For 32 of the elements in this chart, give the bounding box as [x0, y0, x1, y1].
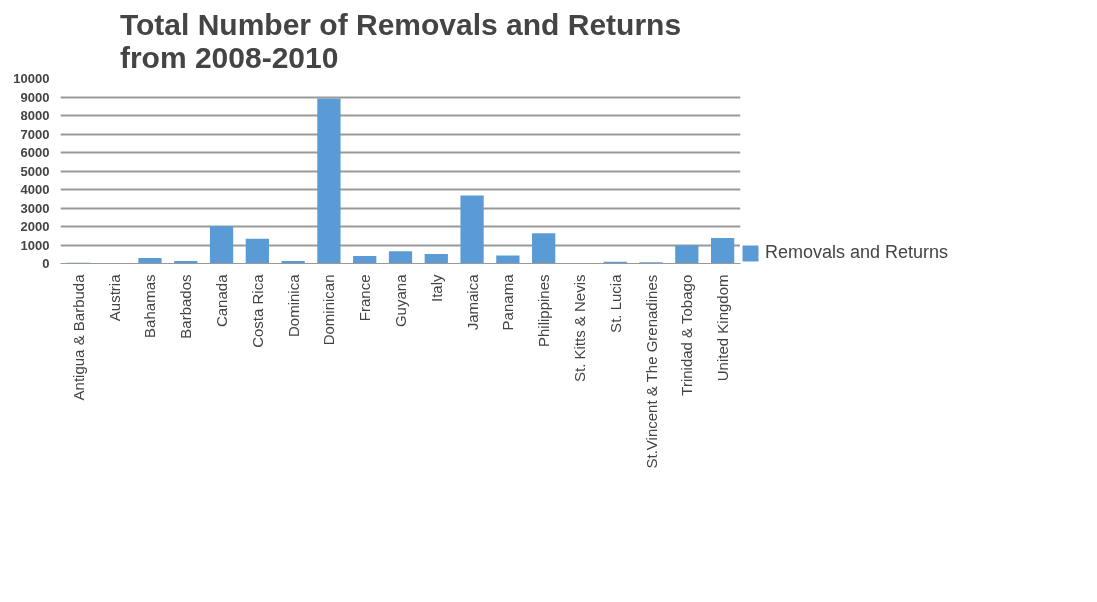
y-tick-label: 3000	[20, 200, 50, 216]
x-tick-label: France	[356, 274, 374, 322]
x-tick-label: Dominican	[320, 274, 338, 346]
x-tick-label: United Kingdom	[714, 274, 732, 382]
legend-label: Removals and Returns	[765, 242, 949, 263]
y-tick-label: 8000	[20, 108, 50, 123]
y-tick-label: 7000	[20, 126, 50, 142]
x-tick-label: Dominica	[284, 273, 302, 338]
x-tick-label: Philippines	[535, 274, 553, 348]
x-tick-label: Trinidad & Tobago	[678, 274, 696, 396]
y-tick-label: 6000	[20, 145, 50, 160]
x-tick-label: Bahamas	[141, 274, 159, 338]
y-tick-label: 2000	[20, 219, 50, 234]
x-tick-label: Costa Rica	[248, 273, 266, 348]
x-tick-label: St. Kitts & Nevis	[570, 274, 588, 383]
chart-title: Total Number of Removals and Returns from 2008-2010	[119, 7, 682, 74]
y-tick-label: 0	[42, 256, 50, 271]
x-tick-label: Canada	[213, 273, 231, 328]
x-tick-label: Italy	[427, 274, 445, 303]
x-tick-label: Barbados	[177, 274, 195, 339]
y-tick-label: 9000	[20, 89, 50, 105]
x-tick-label: St.Vincent & The Grenadines	[642, 274, 660, 469]
x-tick-label: St. Lucia	[606, 273, 624, 333]
x-tick-label: Panama	[499, 273, 517, 331]
x-tick-label: Jamaica	[463, 273, 481, 331]
x-tick-label: Antigua & Barbuda	[69, 273, 87, 401]
x-tick-label: Austria	[105, 273, 123, 322]
y-tick-label: 4000	[20, 182, 50, 197]
x-tick-label: Guyana	[392, 273, 409, 328]
y-tick-label: 10000	[13, 71, 50, 86]
y-tick-label: 5000	[20, 163, 50, 179]
y-tick-label: 1000	[20, 237, 50, 253]
